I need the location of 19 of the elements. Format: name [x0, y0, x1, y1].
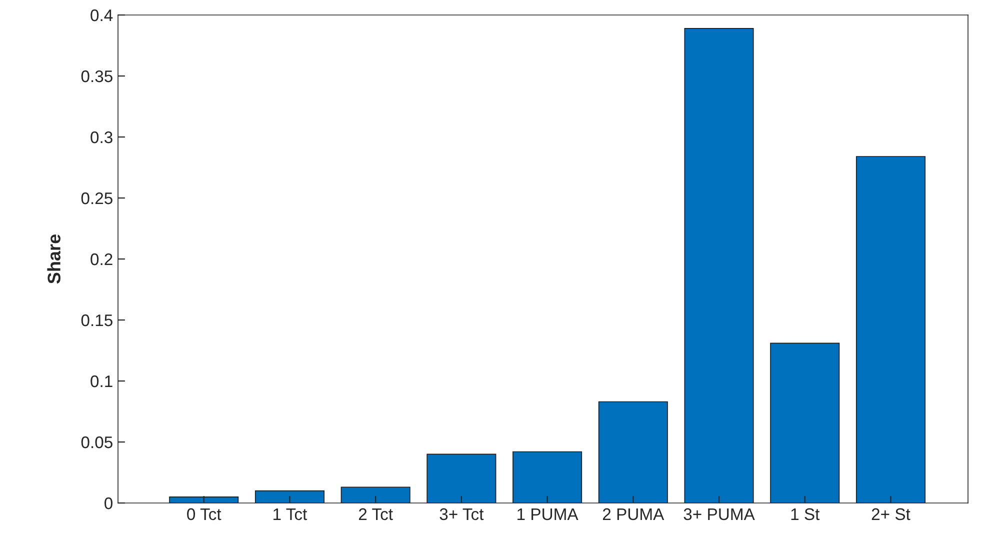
y-tick-label: 0.35	[81, 70, 112, 82]
x-tick-label: 1 Tct	[274, 508, 308, 520]
x-tick-label: 2 Tct	[358, 508, 393, 520]
y-tick-label: 0.25	[81, 192, 112, 204]
x-tick-label: 1 St	[791, 508, 820, 520]
x-tick-label: 2 PUMA	[602, 508, 664, 520]
x-tick-label: 3+ Tct	[440, 508, 484, 520]
x-tick-label: 2+ St	[872, 508, 910, 520]
y-tick-label: 0.3	[90, 131, 112, 144]
y-tick-label: 0.1	[90, 375, 112, 388]
y-tick-label: 0.4	[90, 9, 113, 22]
x-tick-label: 1 PUMA	[518, 508, 578, 520]
y-axis-title: Share	[47, 234, 60, 284]
y-tick-label: 0	[104, 497, 112, 510]
x-tick-label: 0 Tct	[187, 508, 222, 520]
y-tick-label: 0.05	[81, 436, 112, 448]
y-tick-label: 0.15	[81, 314, 112, 326]
x-tick-label: 3+ PUMA	[684, 508, 755, 520]
y-tick-label: 0.2	[90, 253, 112, 266]
